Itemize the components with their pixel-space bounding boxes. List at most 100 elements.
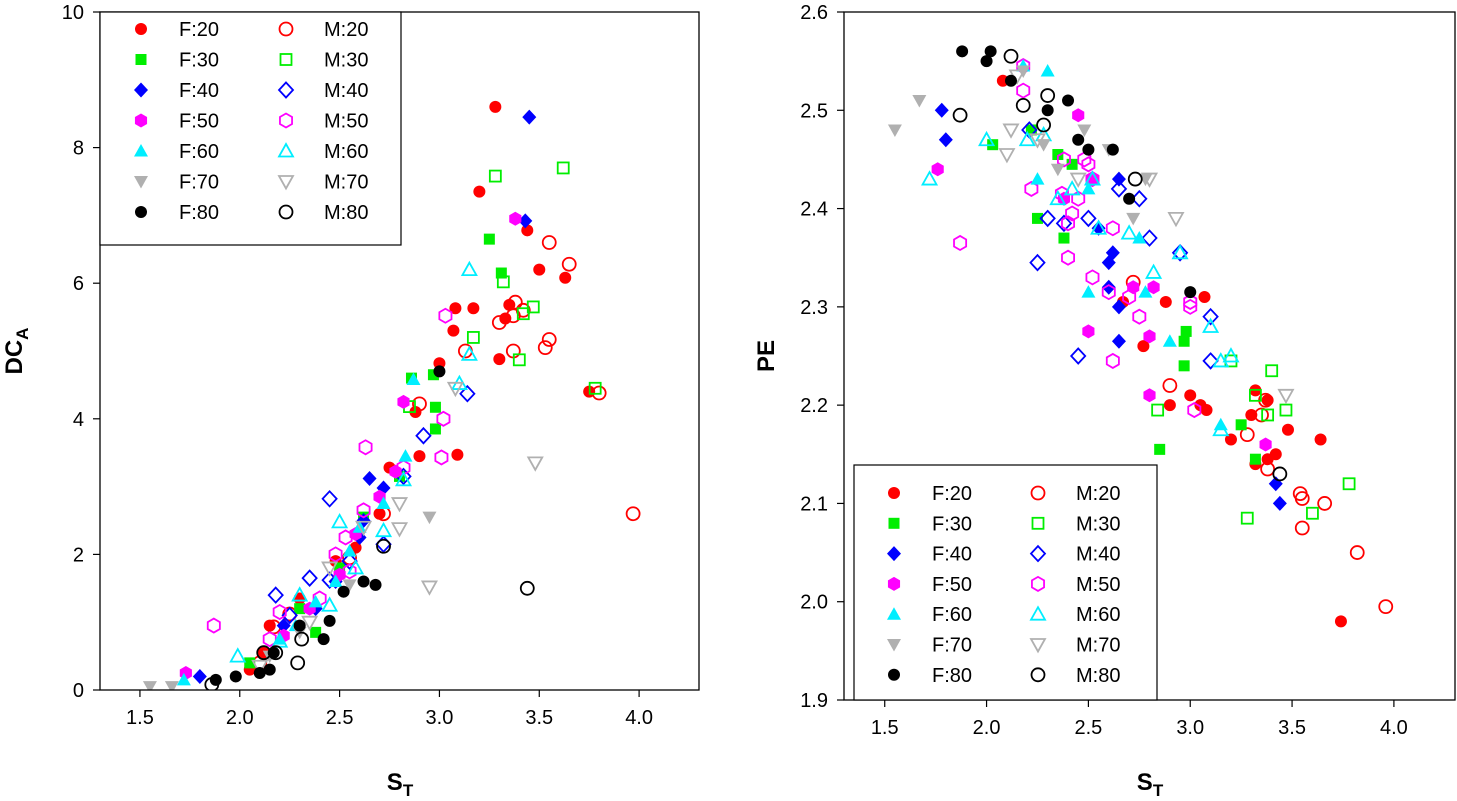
data-point <box>1306 506 1319 520</box>
data-point <box>1249 388 1262 402</box>
data-point <box>1183 293 1198 310</box>
data-points-right <box>887 45 1394 628</box>
data-point <box>406 372 421 385</box>
data-point <box>413 450 426 463</box>
data-point <box>1132 308 1147 325</box>
legend-label: M:20 <box>1076 483 1120 505</box>
data-point <box>518 213 533 229</box>
data-point <box>493 353 506 366</box>
legend-label: F:80 <box>179 202 219 224</box>
data-point <box>1235 419 1247 431</box>
data-point <box>537 340 553 356</box>
data-point <box>427 369 439 381</box>
data-point <box>1131 189 1148 208</box>
data-point <box>310 626 322 638</box>
data-point <box>268 645 284 661</box>
data-point <box>204 677 220 690</box>
data-point <box>1086 172 1099 187</box>
data-point <box>447 324 460 337</box>
legend-marker <box>277 81 295 99</box>
data-point <box>1057 151 1071 168</box>
data-point <box>429 401 441 413</box>
legend-label: F:40 <box>932 544 972 566</box>
x-tick-label: 2.0 <box>973 717 1001 739</box>
data-point <box>256 645 272 661</box>
data-point <box>1028 133 1047 149</box>
data-point <box>1069 347 1087 365</box>
data-point <box>1018 130 1036 147</box>
data-point <box>556 161 570 175</box>
data-point <box>446 381 464 398</box>
x-axis-title-main: S <box>1137 769 1153 796</box>
legend-label: F:80 <box>932 665 972 687</box>
data-point <box>515 302 531 318</box>
data-point <box>253 667 266 680</box>
legend-marker <box>1029 605 1047 621</box>
x-tick-label: 3.0 <box>1176 717 1204 739</box>
data-point <box>980 55 993 68</box>
data-point <box>541 332 557 347</box>
data-point <box>1040 88 1056 103</box>
data-point <box>1041 104 1054 117</box>
data-point <box>1378 599 1394 615</box>
data-point <box>1085 171 1100 188</box>
y-tick-label: 2.3 <box>800 297 828 319</box>
series-f-30 <box>987 124 1261 465</box>
data-point <box>1111 171 1126 187</box>
y-tick-label: 2.4 <box>800 199 828 221</box>
series-f-70 <box>142 511 437 690</box>
legend-label: M:40 <box>324 80 368 102</box>
legend-marker <box>135 23 147 35</box>
series-f-50 <box>179 211 522 681</box>
data-point <box>1066 158 1078 170</box>
legend-marker <box>134 82 148 98</box>
x-tick-label: 2.5 <box>326 707 354 729</box>
legend-label: F:20 <box>179 19 219 41</box>
legend-marker <box>1029 638 1047 654</box>
data-point <box>1200 404 1213 417</box>
legend-marker <box>1031 516 1045 530</box>
x-tick-label: 4.0 <box>1380 717 1408 739</box>
data-point <box>1261 408 1275 422</box>
data-point <box>436 410 451 427</box>
data-point <box>1101 284 1116 301</box>
legend-label: M:80 <box>1076 665 1120 687</box>
x-tick-label: 3.5 <box>1278 717 1306 739</box>
data-point <box>1063 180 1081 196</box>
data-point <box>192 668 207 684</box>
data-point <box>338 529 353 546</box>
legend-label: M:60 <box>1076 604 1120 626</box>
x-axis-ticks-right: 1.5 2.0 2.5 3.0 3.5 4.0 <box>871 700 1408 739</box>
legend-box-left <box>99 11 402 246</box>
series-m-80 <box>952 48 1288 482</box>
data-point <box>1101 279 1116 295</box>
data-point <box>362 470 377 486</box>
legend-marker <box>1030 485 1046 501</box>
data-point <box>1072 133 1085 146</box>
legend-marker <box>277 175 295 191</box>
data-point <box>1132 231 1147 244</box>
data-point <box>293 619 306 632</box>
data-point <box>952 107 968 123</box>
data-point <box>1138 285 1153 298</box>
data-point <box>912 94 927 108</box>
data-point <box>229 670 242 683</box>
legend-marker <box>887 607 901 620</box>
y-tick-label: 2.1 <box>800 493 828 515</box>
data-point <box>272 603 287 621</box>
data-point <box>1265 364 1279 378</box>
series-m-30 <box>403 161 602 413</box>
data-point <box>1261 453 1274 466</box>
data-point <box>358 439 373 456</box>
data-point <box>321 596 339 612</box>
data-point <box>1126 212 1141 226</box>
data-point <box>394 470 405 482</box>
x-tick-label: 3.0 <box>426 707 454 729</box>
legend-label: F:50 <box>932 574 972 596</box>
data-point <box>1180 325 1192 337</box>
data-point <box>341 552 358 570</box>
y-axis-title-right: PE <box>753 340 780 372</box>
legend-entries-left: F:20 F:30 F:40 F:50 F:60 F:70 F:80 M:20 M:30 M:40… <box>134 19 368 224</box>
legend-marker <box>278 204 294 220</box>
data-point <box>516 307 530 321</box>
